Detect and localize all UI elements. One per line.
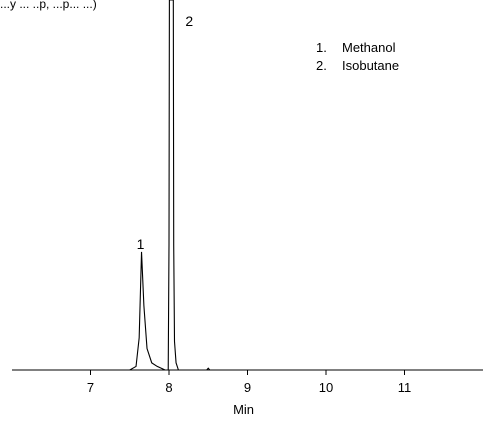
legend-index: 2. xyxy=(316,58,327,73)
chromatogram-trace xyxy=(12,0,483,371)
x-tick-label-7: 7 xyxy=(87,380,94,395)
legend-name: Isobutane xyxy=(342,58,399,73)
x-ticks xyxy=(90,370,405,375)
plot-area: 7 8 9 10 11 12 xyxy=(12,0,483,395)
x-tick-labels: 7 8 9 10 11 xyxy=(87,380,411,395)
x-tick-label-11: 11 xyxy=(398,380,412,395)
header-fragment: ...y ... ..p, ...p... ...) xyxy=(0,0,97,11)
x-axis-label: Min xyxy=(233,402,254,417)
legend-item-2: 2. Isobutane xyxy=(316,58,399,73)
peak-labels: 12 xyxy=(137,13,194,252)
x-tick-label-10: 10 xyxy=(319,380,333,395)
peak-label-2: 2 xyxy=(185,13,193,29)
legend: 1. Methanol 2. Isobutane xyxy=(316,40,399,73)
legend-index: 1. xyxy=(316,40,327,55)
legend-item-1: 1. Methanol xyxy=(316,40,396,55)
peak-label-1: 1 xyxy=(137,236,145,252)
x-tick-label-9: 9 xyxy=(244,380,251,395)
x-tick-label-8: 8 xyxy=(165,380,172,395)
legend-name: Methanol xyxy=(342,40,396,55)
